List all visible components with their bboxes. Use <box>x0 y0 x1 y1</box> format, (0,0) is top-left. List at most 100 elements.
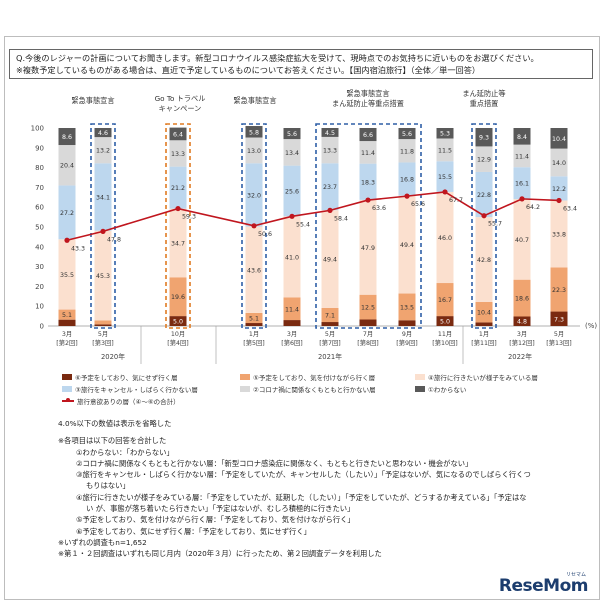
x-tick-month: 5月 <box>554 330 564 338</box>
bar-segment <box>94 163 112 231</box>
bar-value-label: 46.0 <box>438 235 452 242</box>
legend-swatch <box>62 386 72 392</box>
bar-value-label: 34.7 <box>171 240 185 247</box>
bar-segment <box>359 141 377 164</box>
bar-value-label: 25.6 <box>285 188 299 195</box>
bar-value-label: 10.4 <box>552 136 566 143</box>
line-value-label: 55.4 <box>296 221 310 228</box>
bar-segment <box>94 128 112 138</box>
bar-segment <box>475 146 493 172</box>
bar-segment <box>169 316 187 326</box>
y-tick-label: 90 <box>35 144 44 152</box>
bar-value-label: 40.7 <box>515 237 529 244</box>
x-tick-round: [第9回] <box>396 338 418 347</box>
bar-value-label: 4.5 <box>325 130 335 137</box>
bar-segment <box>550 311 568 326</box>
y-tick-label: 100 <box>31 125 44 133</box>
bar-value-label: 13.4 <box>285 150 299 157</box>
bar-segment <box>169 277 187 317</box>
bar-value-label: 5.0 <box>440 319 450 326</box>
bar-segment <box>94 324 112 326</box>
note-footnote: ※第１・２回調査はいずれも同じ月内（2020年３月）に行ったため、第２回調査デー… <box>58 549 382 559</box>
bar-segment <box>513 128 531 145</box>
line-point <box>64 237 70 243</box>
bar-segment <box>94 320 112 325</box>
bar-value-label: 7.3 <box>554 316 564 323</box>
x-tick-month: 7月 <box>363 330 373 338</box>
line-value-label: 58.4 <box>334 215 348 222</box>
bar-segment <box>398 195 416 294</box>
bar-segment <box>58 128 76 146</box>
bar-segment <box>436 283 454 317</box>
x-tick-month: 1月 <box>249 330 259 338</box>
bar-value-label: 11.5 <box>438 147 452 154</box>
bar-value-label: 27.2 <box>60 210 74 217</box>
period-label-sub: 重点措置 <box>470 99 499 108</box>
legend-label: ⑥予定をしており、気にせず行く層 <box>75 374 178 382</box>
y-tick-label: 70 <box>35 184 44 192</box>
bar-value-label: 47.9 <box>361 245 375 252</box>
bar-value-label: 23.7 <box>323 184 337 191</box>
bar-value-label: 4.6 <box>98 130 108 137</box>
bar-value-label: 21.2 <box>171 185 185 192</box>
bar-value-label: 5.6 <box>287 131 297 138</box>
x-tick-month: 10月 <box>171 330 185 338</box>
bar-value-label: 15.5 <box>438 174 452 181</box>
bar-segment <box>245 126 263 138</box>
bar-value-label: 9.3 <box>479 135 489 142</box>
x-tick-month: 11月 <box>438 330 452 338</box>
bar-segment <box>359 199 377 295</box>
y-tick-label: 20 <box>35 283 44 291</box>
note-item: い が、事態が落ち着いたら行きたい」「予定はないが、むしろ積極的に行きたい」 <box>86 504 355 514</box>
bar-value-label: 11.4 <box>361 150 375 157</box>
legend-item: ④旅行に行きたいが様子をみている層 <box>415 372 538 382</box>
bar-segment <box>283 297 301 321</box>
line-point <box>404 193 410 199</box>
legend-label: ③旅行をキャンセル・しばらく行かない層 <box>75 386 198 394</box>
y-tick-label: 0 <box>40 323 44 331</box>
bar-segment <box>94 230 112 321</box>
line-value-label: 67.7 <box>449 197 463 204</box>
question-line-1: Q.今後のレジャーの計画についてお聞きします。新型コロナウイルス感染症拡大を受け… <box>16 53 539 63</box>
y-tick-label: 30 <box>35 263 44 271</box>
bar-segment <box>359 319 377 326</box>
bar-value-label: 5.3 <box>440 131 450 138</box>
period-label: 緊急事態宣言 <box>71 96 114 105</box>
legend-item: ⑤予定をしており、気を付けながら行く層 <box>240 372 375 382</box>
bar-segment <box>475 171 493 218</box>
bar-value-label: 8.4 <box>517 134 527 141</box>
legend-swatch <box>415 374 425 380</box>
bar-segment <box>58 319 76 326</box>
bar-value-label: 7.1 <box>325 313 335 320</box>
y-unit-label: (%) <box>585 322 597 330</box>
bar-value-label: 41.0 <box>285 254 299 261</box>
bar-segment <box>550 267 568 312</box>
bar-segment <box>58 239 76 310</box>
bar-segment <box>398 293 416 321</box>
bar-segment <box>321 163 339 211</box>
y-tick-label: 60 <box>35 204 44 212</box>
period-label-sub: キャンペーン <box>159 104 202 113</box>
bar-value-label: 33.8 <box>552 231 566 238</box>
bar-value-label: 13.3 <box>323 148 337 155</box>
bar-value-label: 19.6 <box>171 294 185 301</box>
x-tick-month: 3月 <box>62 330 72 338</box>
y-tick-label: 80 <box>35 164 44 172</box>
legend-item: ①わからない <box>415 384 466 394</box>
line-point <box>519 196 525 202</box>
period-highlight-box <box>90 123 116 329</box>
legend-swatch <box>62 374 72 380</box>
logo-subtext: リセマム <box>565 572 586 578</box>
question-box: Q.今後のレジャーの計画についてお聞きします。新型コロナウイルス感染症拡大を受け… <box>9 49 593 79</box>
note-item: ⑥予定をしており、気にせず行く層：「予定をしており、気にせず行く」 <box>76 526 311 536</box>
legend-label: ②コロナ禍に関係なくもともと行かない層 <box>253 386 376 394</box>
bar-segment <box>321 210 339 308</box>
line-value-label: 63.6 <box>372 205 386 212</box>
line-value-label: 50.6 <box>258 231 272 238</box>
bar-value-label: 42.8 <box>477 257 491 264</box>
bar-segment <box>359 128 377 142</box>
bar-value-label: 49.4 <box>323 257 337 264</box>
bar-value-label: 16.7 <box>438 297 452 304</box>
bar-value-label: 5.1 <box>249 315 259 322</box>
stacked-bar-chart: 0 10 20 30 40 50 60 70 80 90 100 (%) 5.1 35.5 27.2 20.4… <box>31 89 597 364</box>
